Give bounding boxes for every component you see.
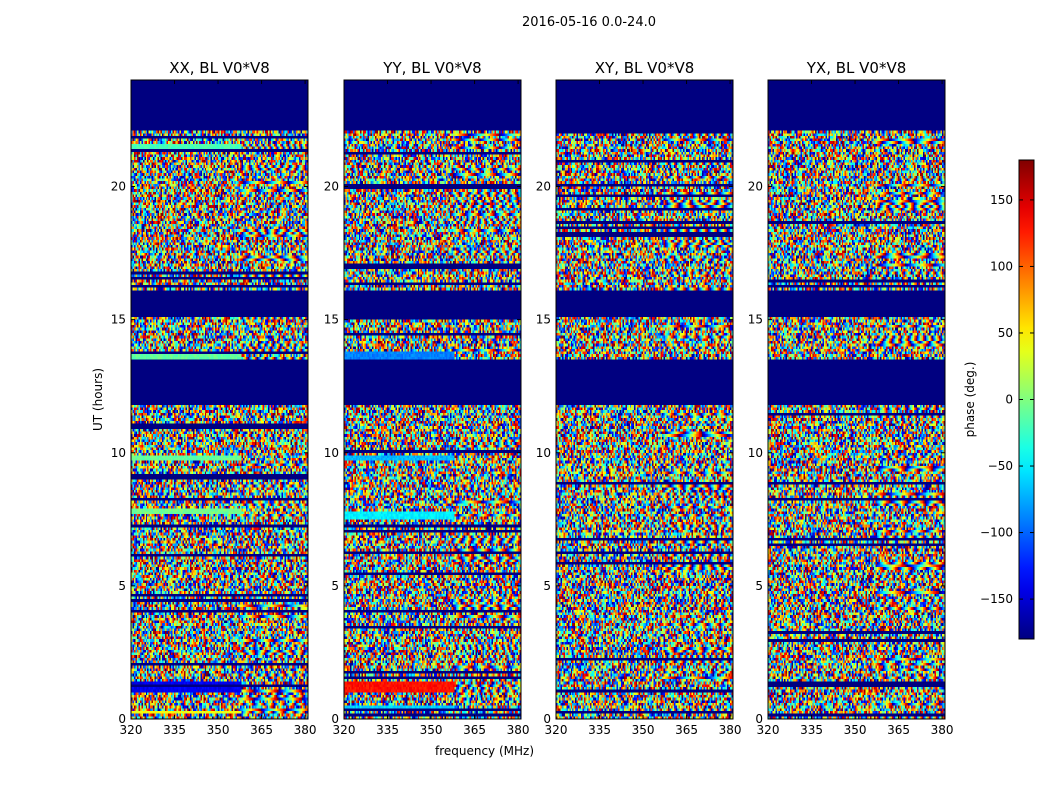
colorbar-tick-label: −150 xyxy=(980,592,1013,606)
y-tick-label: 0 xyxy=(118,712,126,726)
axes-frame xyxy=(130,79,309,720)
x-tick-label: 380 xyxy=(931,723,954,737)
y-tick-label: 0 xyxy=(543,712,551,726)
x-tick-label: 335 xyxy=(588,723,611,737)
x-tick-label: 320 xyxy=(333,723,356,737)
y-tick-label: 20 xyxy=(536,180,551,194)
x-tick-label: 350 xyxy=(844,723,867,737)
y-tick-label: 15 xyxy=(324,313,339,327)
y-tick-label: 10 xyxy=(536,446,551,460)
colorbar-tick-label: −50 xyxy=(988,459,1013,473)
y-tick-label: 10 xyxy=(748,446,763,460)
y-tick-label: 15 xyxy=(111,313,126,327)
y-tick-label: 10 xyxy=(324,446,339,460)
y-tick-label: 5 xyxy=(543,579,551,593)
x-tick-label: 320 xyxy=(545,723,568,737)
heatmap-raster xyxy=(131,80,308,719)
panel-title: XY, BL V0*V8 xyxy=(595,59,695,77)
y-axis-label: UT (hours) xyxy=(91,368,105,431)
x-tick-label: 365 xyxy=(463,723,486,737)
x-axis-label: frequency (MHz) xyxy=(435,744,534,758)
heatmap-raster xyxy=(768,80,945,719)
y-tick-label: 15 xyxy=(536,313,551,327)
colorbar-label: phase (deg.) xyxy=(963,362,977,438)
y-tick-label: 0 xyxy=(331,712,339,726)
panel-title: YX, BL V0*V8 xyxy=(806,59,907,77)
panel-title: YY, BL V0*V8 xyxy=(382,59,481,77)
x-tick-label: 320 xyxy=(757,723,780,737)
colorbar-tick-label: 100 xyxy=(990,259,1013,273)
axes-frame xyxy=(343,79,522,720)
x-tick-label: 335 xyxy=(376,723,399,737)
x-tick-label: 350 xyxy=(632,723,655,737)
y-tick-label: 5 xyxy=(118,579,126,593)
x-tick-label: 320 xyxy=(120,723,143,737)
x-tick-label: 335 xyxy=(163,723,186,737)
x-tick-label: 380 xyxy=(294,723,317,737)
axes-frame xyxy=(767,79,946,720)
axes-frame xyxy=(555,79,734,720)
x-tick-label: 365 xyxy=(250,723,273,737)
panel-4: YX, BL V0*V8 320 335 350 365 380 0 5 10 15 20 xyxy=(748,59,954,737)
y-tick-label: 15 xyxy=(748,313,763,327)
colorbar-tick-label: 50 xyxy=(998,326,1013,340)
panel-2: YY, BL V0*V8 320 335 350 365 380 0 5 10 15 20 frequ… xyxy=(324,59,534,758)
panel-1: XX, BL V0*V8 320 335 350 365 380 0 5 10 15 20 UT (h… xyxy=(91,59,317,737)
y-tick-label: 20 xyxy=(748,180,763,194)
panels: XX, BL V0*V8 320 335 350 365 380 0 5 10 15 20 UT (h… xyxy=(91,59,954,758)
colorbar-tick-label: 150 xyxy=(990,193,1013,207)
colorbar-tick-label: −100 xyxy=(980,526,1013,540)
colorbar: −150 −100 −50 0 50 100 150 phase (deg.) xyxy=(963,159,1035,640)
panel-3: XY, BL V0*V8 320 335 350 365 380 0 5 10 15 20 xyxy=(536,59,742,737)
heatmap-raster xyxy=(344,80,521,719)
y-tick-label: 5 xyxy=(755,579,763,593)
x-tick-label: 365 xyxy=(675,723,698,737)
heatmap-raster xyxy=(556,80,733,719)
x-tick-label: 380 xyxy=(719,723,742,737)
y-tick-label: 20 xyxy=(324,180,339,194)
x-tick-label: 350 xyxy=(420,723,443,737)
figure-suptitle: 2016-05-16 0.0-24.0 xyxy=(522,15,656,30)
colorbar-tick-label: 0 xyxy=(1005,393,1013,407)
y-tick-label: 5 xyxy=(331,579,339,593)
x-tick-label: 380 xyxy=(507,723,530,737)
y-tick-label: 10 xyxy=(111,446,126,460)
y-tick-label: 0 xyxy=(755,712,763,726)
panel-title: XX, BL V0*V8 xyxy=(169,59,270,77)
x-tick-label: 335 xyxy=(800,723,823,737)
x-tick-label: 350 xyxy=(207,723,230,737)
x-tick-label: 365 xyxy=(887,723,910,737)
y-tick-label: 20 xyxy=(111,180,126,194)
